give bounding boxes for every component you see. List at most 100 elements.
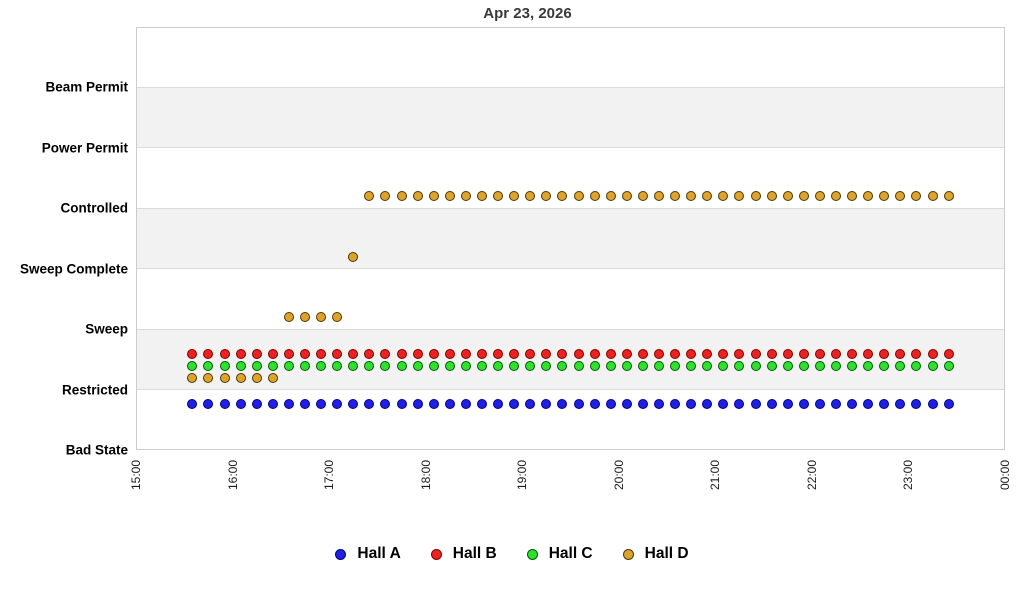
data-point-hall-d — [203, 372, 214, 383]
data-point-hall-a — [814, 398, 825, 409]
data-point-hall-d — [686, 191, 697, 202]
data-point-hall-a — [686, 398, 697, 409]
data-point-hall-d — [589, 191, 600, 202]
data-point-hall-b — [332, 348, 343, 359]
data-point-hall-d — [879, 191, 890, 202]
data-point-hall-b — [251, 348, 262, 359]
data-point-hall-c — [798, 360, 809, 371]
data-point-hall-b — [847, 348, 858, 359]
data-point-hall-b — [219, 348, 230, 359]
data-point-hall-d — [219, 372, 230, 383]
data-point-hall-c — [686, 360, 697, 371]
data-point-hall-a — [927, 398, 938, 409]
data-point-hall-b — [444, 348, 455, 359]
data-point-hall-b — [879, 348, 890, 359]
data-point-hall-b — [348, 348, 359, 359]
data-point-hall-d — [525, 191, 536, 202]
data-point-hall-d — [283, 312, 294, 323]
data-point-hall-a — [203, 398, 214, 409]
data-point-hall-c — [911, 360, 922, 371]
data-point-hall-a — [831, 398, 842, 409]
y-axis-label-power-permit: Power Permit — [41, 140, 128, 156]
x-tick-label-19-00: 19:00 — [515, 459, 530, 491]
data-point-hall-a — [316, 398, 327, 409]
data-point-hall-d — [299, 312, 310, 323]
data-point-hall-b — [380, 348, 391, 359]
legend-item-hall-a: Hall A — [335, 545, 401, 563]
data-point-hall-d — [798, 191, 809, 202]
data-point-hall-b — [605, 348, 616, 359]
data-point-hall-c — [509, 360, 520, 371]
legend-item-hall-d: Hall D — [622, 545, 689, 563]
data-point-hall-c — [251, 360, 262, 371]
data-point-hall-b — [203, 348, 214, 359]
data-point-hall-a — [782, 398, 793, 409]
data-point-hall-a — [267, 398, 278, 409]
data-point-hall-a — [911, 398, 922, 409]
data-point-hall-a — [798, 398, 809, 409]
data-point-hall-a — [847, 398, 858, 409]
data-point-hall-c — [718, 360, 729, 371]
data-point-hall-a — [428, 398, 439, 409]
data-point-hall-b — [895, 348, 906, 359]
data-point-hall-a — [573, 398, 584, 409]
data-point-hall-c — [428, 360, 439, 371]
data-point-hall-d — [718, 191, 729, 202]
data-point-hall-c — [444, 360, 455, 371]
plot-band-sweep — [137, 329, 1004, 390]
data-point-hall-c — [348, 360, 359, 371]
data-point-hall-a — [863, 398, 874, 409]
data-point-hall-a — [654, 398, 664, 409]
data-point-hall-b — [460, 348, 471, 359]
data-point-hall-a — [702, 398, 713, 409]
data-point-hall-d — [235, 372, 246, 383]
data-point-hall-b — [734, 348, 745, 359]
data-point-hall-a — [380, 398, 391, 409]
plot-band-beam-permit — [137, 87, 1004, 148]
data-point-hall-b — [831, 348, 842, 359]
y-axis-label-bad-state: Bad State — [65, 442, 128, 458]
data-point-hall-c — [364, 360, 375, 371]
data-point-hall-d — [766, 191, 777, 202]
data-point-hall-b — [493, 348, 504, 359]
legend-item-hall-c: Hall C — [526, 545, 593, 563]
data-point-hall-a — [670, 398, 681, 409]
data-point-hall-d — [847, 191, 858, 202]
data-point-hall-a — [637, 398, 648, 409]
data-point-hall-a — [235, 398, 246, 409]
plot-band-controlled — [137, 208, 1004, 269]
y-axis-label-beam-permit: Beam Permit — [45, 79, 128, 95]
legend-item-hall-b: Hall B — [430, 545, 497, 563]
data-point-hall-b — [573, 348, 584, 359]
data-point-hall-c — [734, 360, 745, 371]
data-point-hall-b — [396, 348, 407, 359]
data-point-hall-a — [589, 398, 600, 409]
data-point-hall-a — [766, 398, 777, 409]
data-point-hall-d — [895, 191, 906, 202]
legend-marker-hall-d — [622, 548, 634, 560]
data-point-hall-b — [718, 348, 729, 359]
y-axis-label-sweep-complete: Sweep Complete — [19, 261, 128, 277]
data-point-hall-c — [879, 360, 890, 371]
data-point-hall-c — [766, 360, 777, 371]
data-point-hall-a — [750, 398, 761, 409]
data-point-hall-a — [879, 398, 890, 409]
data-point-hall-c — [605, 360, 616, 371]
data-point-hall-b — [750, 348, 761, 359]
data-point-hall-b — [412, 348, 423, 359]
x-tick-label-23-00: 23:00 — [901, 459, 916, 491]
data-point-hall-d — [444, 191, 455, 202]
data-point-hall-b — [766, 348, 777, 359]
data-point-hall-d — [831, 191, 842, 202]
data-point-hall-d — [380, 191, 391, 202]
data-point-hall-d — [670, 191, 681, 202]
data-point-hall-d — [605, 191, 616, 202]
data-point-hall-a — [493, 398, 504, 409]
data-point-hall-d — [863, 191, 874, 202]
data-point-hall-d — [364, 191, 375, 202]
data-point-hall-d — [428, 191, 439, 202]
data-point-hall-c — [814, 360, 825, 371]
data-point-hall-c — [299, 360, 310, 371]
data-point-hall-c — [203, 360, 214, 371]
